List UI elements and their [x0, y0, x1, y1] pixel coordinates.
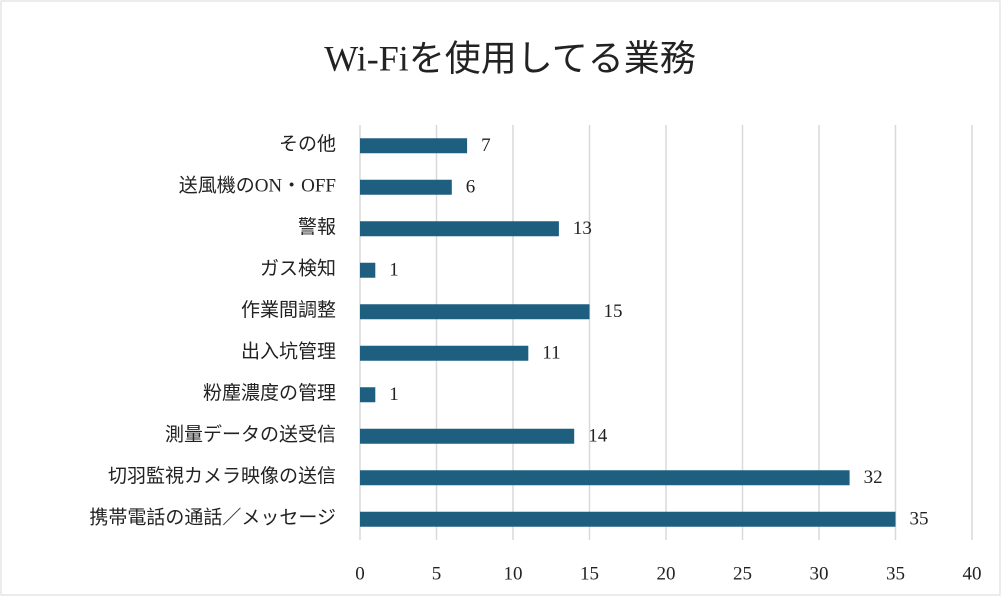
- bar: [360, 345, 529, 361]
- y-tick-label: ガス検知: [260, 258, 336, 280]
- y-tick-label: 切羽監視カメラ映像の送信: [108, 465, 336, 487]
- chart-title: Wi-Fiを使用してる業務: [324, 38, 695, 78]
- data-label: 1: [389, 260, 399, 281]
- y-tick-label: その他: [279, 133, 336, 155]
- bar: [360, 470, 850, 486]
- y-tick-label: 作業間調整: [241, 299, 336, 321]
- bar: [360, 138, 468, 154]
- x-tick-label: 5: [432, 563, 442, 584]
- x-tick-label: 35: [886, 563, 905, 584]
- bar: [360, 511, 896, 527]
- data-label: 32: [864, 467, 883, 488]
- data-label: 1: [389, 384, 399, 405]
- x-tick-label: 40: [963, 563, 982, 584]
- y-tick-label: 粉塵濃度の管理: [203, 382, 336, 404]
- y-tick-label: 携帯電話の通話／メッセージ: [89, 507, 336, 529]
- y-tick-label: 警報: [298, 216, 336, 238]
- x-tick-label: 10: [504, 563, 523, 584]
- x-tick-label: 20: [657, 563, 676, 584]
- x-tick-label: 15: [580, 563, 599, 584]
- data-label: 35: [910, 509, 929, 530]
- x-tick-label: 30: [810, 563, 829, 584]
- data-label: 15: [604, 301, 623, 322]
- y-tick-label: 出入坑管理: [241, 341, 336, 363]
- data-label: 13: [573, 218, 592, 239]
- bar: [360, 221, 559, 237]
- bar: [360, 304, 590, 320]
- data-label: 11: [542, 343, 560, 364]
- bar: [360, 387, 376, 403]
- y-tick-label: 送風機のON・OFF: [179, 175, 336, 197]
- data-label: 7: [481, 135, 491, 156]
- x-tick-label: 25: [733, 563, 752, 584]
- bar: [360, 179, 452, 195]
- data-label: 14: [588, 426, 608, 447]
- x-tick-label: 0: [355, 563, 365, 584]
- bar: [360, 428, 575, 444]
- bar: [360, 262, 376, 278]
- data-label: 6: [466, 177, 476, 198]
- y-tick-label: 測量データの送受信: [165, 424, 336, 446]
